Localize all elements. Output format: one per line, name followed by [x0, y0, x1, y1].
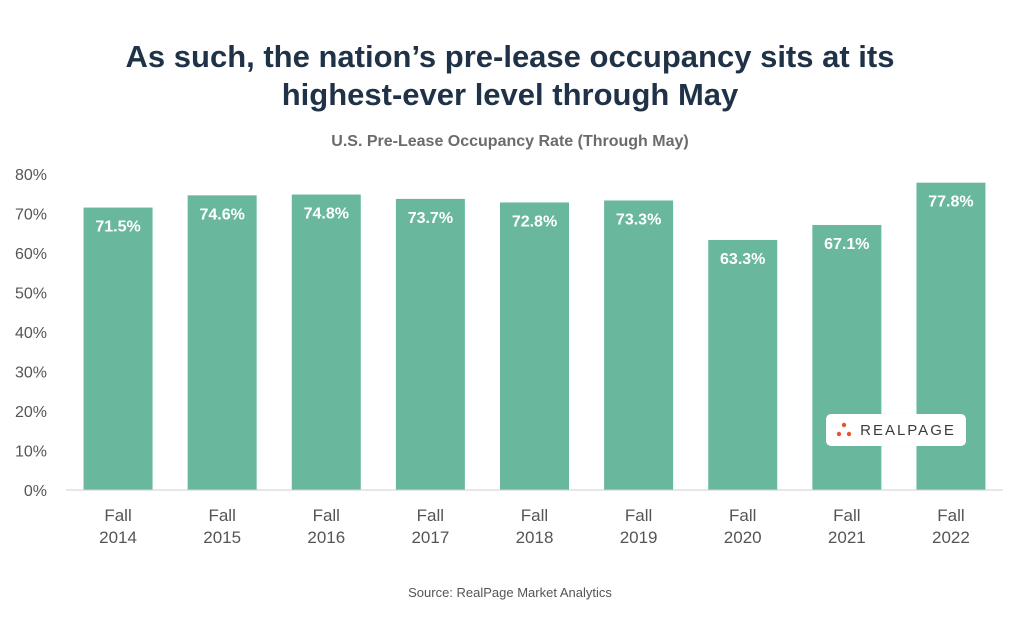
y-tick-label: 60% — [15, 246, 47, 263]
x-tick-label: Fall — [729, 506, 756, 525]
x-tick-label: Fall — [104, 506, 131, 525]
logo-dots-icon — [836, 422, 852, 437]
x-tick-label: Fall — [833, 506, 860, 525]
bar — [83, 207, 153, 490]
bar — [500, 202, 569, 490]
y-tick-label: 30% — [15, 365, 47, 382]
bar — [291, 194, 361, 491]
y-tick-label: 40% — [15, 325, 47, 342]
data-label: 73.7% — [408, 210, 453, 227]
data-label: 67.1% — [824, 236, 869, 253]
x-tick-label: 2021 — [828, 528, 866, 547]
data-label: 77.8% — [928, 194, 973, 211]
title-line-1: As such, the nation’s pre-lease occupanc… — [125, 39, 895, 74]
x-tick-label: 2016 — [307, 528, 345, 547]
bar — [395, 198, 465, 490]
logo-text: REALPAGE — [860, 421, 956, 439]
x-tick-label: Fall — [417, 506, 444, 525]
x-tick-label: 2017 — [411, 528, 449, 547]
x-tick-label: 2022 — [932, 528, 970, 547]
x-tick-label: Fall — [521, 506, 548, 525]
data-label: 71.5% — [95, 219, 140, 236]
data-label: 72.8% — [512, 213, 557, 230]
x-tick-label: 2018 — [516, 528, 554, 547]
y-tick-label: 10% — [15, 444, 47, 461]
page-title: As such, the nation’s pre-lease occupanc… — [0, 38, 1020, 114]
source-note: Source: RealPage Market Analytics — [408, 585, 612, 600]
y-tick-label: 50% — [15, 286, 47, 303]
x-tick-label: Fall — [625, 506, 652, 525]
data-label: 74.6% — [199, 206, 244, 223]
x-tick-label: Fall — [937, 506, 964, 525]
bar — [708, 239, 778, 490]
bar — [604, 200, 674, 490]
x-tick-label: 2015 — [203, 528, 241, 547]
bar — [187, 195, 257, 490]
y-tick-label: 0% — [24, 483, 47, 500]
y-tick-label: 80% — [15, 167, 47, 184]
y-tick-label: 20% — [15, 404, 47, 421]
x-tick-label: Fall — [313, 506, 340, 525]
x-tick-label: Fall — [208, 506, 235, 525]
x-tick-label: 2020 — [724, 528, 762, 547]
chart-title: U.S. Pre-Lease Occupancy Rate (Through M… — [331, 133, 689, 150]
x-tick-label: 2019 — [620, 528, 658, 547]
bar — [812, 224, 882, 490]
realpage-logo: REALPAGE — [826, 414, 966, 446]
data-label: 73.3% — [616, 211, 661, 228]
x-tick-label: 2014 — [99, 528, 137, 547]
title-line-2: highest-ever level through May — [281, 77, 739, 112]
y-tick-label: 70% — [15, 207, 47, 224]
data-label: 63.3% — [720, 251, 765, 268]
data-label: 74.8% — [304, 206, 349, 223]
